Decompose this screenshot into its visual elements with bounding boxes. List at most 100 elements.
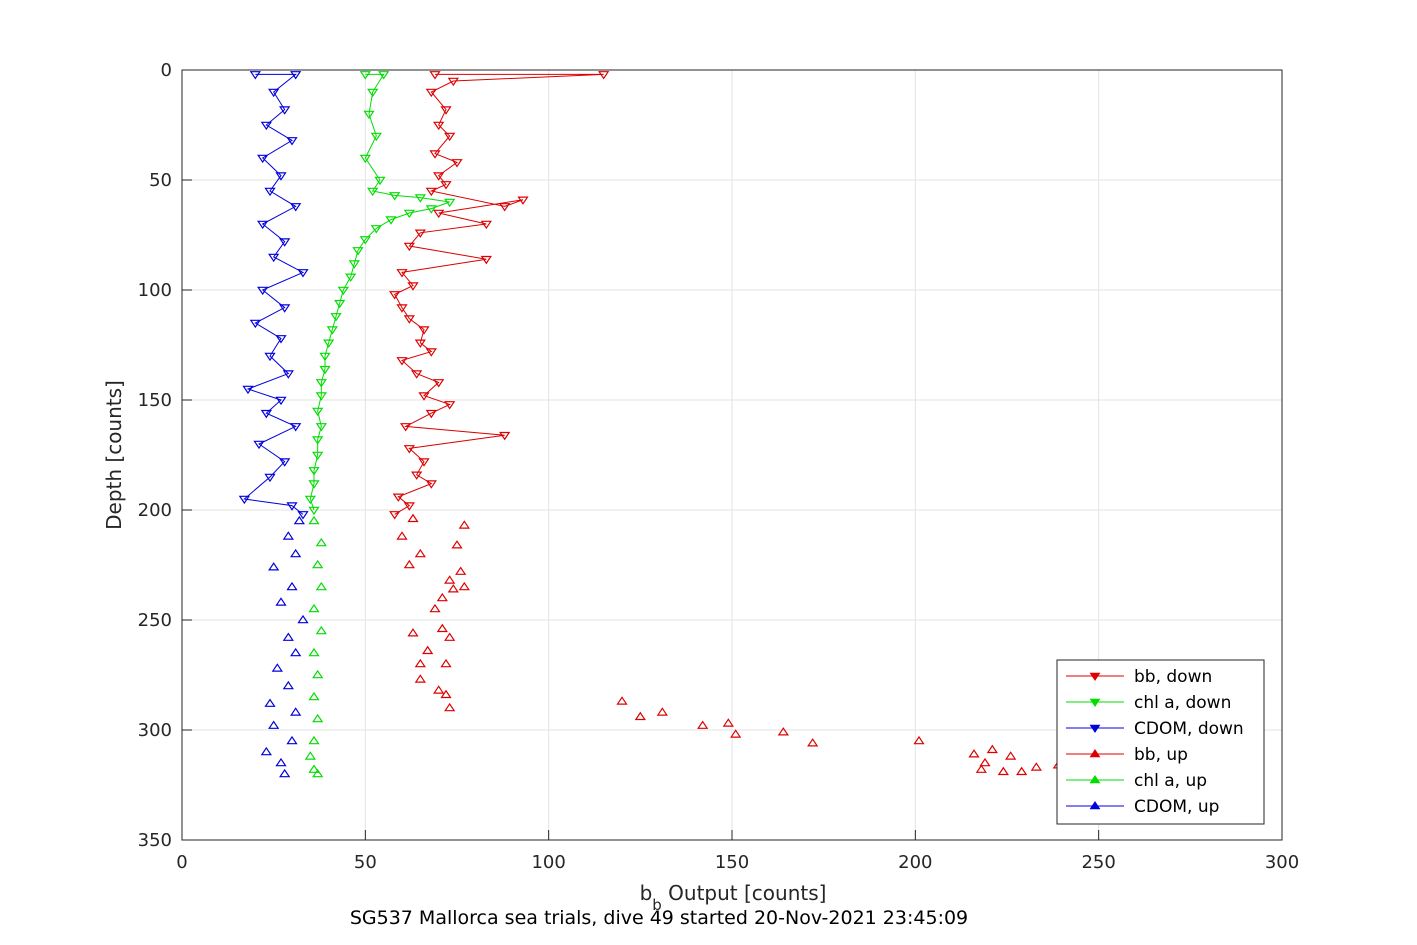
- data-point: [308, 467, 320, 476]
- data-point: [451, 540, 463, 549]
- data-point: [440, 106, 452, 115]
- data-point: [308, 647, 320, 657]
- data-point: [297, 614, 309, 624]
- data-point: [257, 220, 269, 230]
- data-point: [268, 562, 280, 571]
- data-point: [396, 304, 408, 313]
- y-tick-label: 150: [138, 390, 172, 411]
- legend-label: bb, down: [1134, 667, 1212, 687]
- data-point: [260, 746, 272, 756]
- y-tick-label: 300: [138, 720, 172, 741]
- data-point: [444, 702, 456, 712]
- data-point: [279, 768, 291, 778]
- legend-marker: [1089, 724, 1101, 733]
- data-point: [315, 379, 327, 388]
- data-point: [458, 520, 470, 529]
- data-point: [279, 304, 291, 313]
- data-point: [370, 225, 382, 234]
- data-point: [444, 632, 456, 641]
- data-point: [458, 581, 470, 591]
- data-point: [334, 299, 346, 309]
- data-point: [345, 273, 357, 282]
- data-point: [517, 196, 529, 205]
- data-point: [359, 71, 371, 80]
- data-point: [499, 431, 511, 441]
- data-point: [337, 286, 349, 296]
- data-point: [275, 396, 287, 406]
- legend-label: bb, up: [1134, 745, 1188, 765]
- data-point: [308, 603, 320, 613]
- data-point: [312, 451, 324, 461]
- data-point: [389, 291, 401, 300]
- data-point: [1005, 751, 1017, 760]
- data-point: [480, 220, 492, 230]
- x-axis-label: bb Output [counts]: [640, 881, 827, 914]
- data-point: [315, 581, 327, 591]
- data-point: [312, 407, 324, 417]
- data-point: [308, 480, 320, 489]
- data-point: [315, 392, 327, 401]
- data-point: [264, 352, 276, 362]
- data-point: [319, 352, 331, 362]
- data-point: [385, 216, 397, 225]
- data-point: [304, 751, 316, 760]
- data-point: [304, 495, 316, 505]
- data-point: [279, 458, 291, 467]
- data-point: [315, 537, 327, 547]
- data-point: [290, 203, 302, 212]
- data-point: [429, 150, 441, 159]
- data-point: [425, 205, 437, 214]
- data-point: [275, 757, 287, 767]
- y-tick-label: 200: [138, 500, 172, 521]
- data-point: [271, 663, 283, 672]
- x-tick-label: 200: [898, 852, 932, 873]
- data-point: [282, 680, 294, 690]
- data-point: [297, 269, 309, 278]
- data-point: [444, 401, 456, 410]
- data-point: [282, 632, 294, 641]
- legend-label: chl a, up: [1134, 771, 1207, 791]
- x-tick-label: 150: [715, 852, 749, 873]
- data-point: [286, 735, 298, 745]
- data-point: [407, 628, 419, 637]
- data-point: [986, 744, 998, 754]
- data-point: [330, 313, 342, 322]
- data-point: [403, 559, 415, 569]
- data-point: [418, 458, 430, 467]
- data-point: [975, 764, 987, 773]
- legend-label: CDOM, up: [1134, 797, 1219, 817]
- data-point: [308, 515, 320, 525]
- data-point: [411, 370, 423, 379]
- data-point: [319, 365, 331, 375]
- data-point: [238, 495, 250, 505]
- data-point: [275, 172, 287, 181]
- data-point: [392, 493, 404, 502]
- data-point: [407, 282, 419, 291]
- data-point: [1030, 762, 1042, 771]
- data-point: [433, 685, 445, 694]
- data-point: [290, 71, 302, 80]
- data-point: [308, 735, 320, 745]
- series-chl-a-down: [304, 71, 456, 516]
- data-point: [433, 121, 445, 131]
- y-tick-label: 0: [161, 60, 172, 81]
- data-point: [418, 326, 430, 335]
- legend-box: [1056, 659, 1265, 825]
- series-chl-a-up: [304, 515, 327, 778]
- legend-marker: [1089, 698, 1101, 707]
- ticks: 0 50 100 150 200 250 300 0 50 100 150 200 250 300 350: [138, 60, 1300, 873]
- data-point: [290, 548, 302, 558]
- data-point: [312, 669, 324, 679]
- data-point: [286, 581, 298, 591]
- legend-marker: [1089, 775, 1101, 784]
- data-point: [403, 242, 415, 252]
- legend-label: CDOM, down: [1134, 719, 1244, 739]
- data-point: [1016, 766, 1028, 776]
- data-point: [378, 71, 390, 80]
- data-point: [656, 707, 668, 716]
- data-point: [447, 77, 459, 87]
- data-point: [697, 720, 709, 729]
- data-point: [260, 121, 272, 131]
- data-point: [297, 511, 309, 520]
- data-point: [312, 436, 324, 445]
